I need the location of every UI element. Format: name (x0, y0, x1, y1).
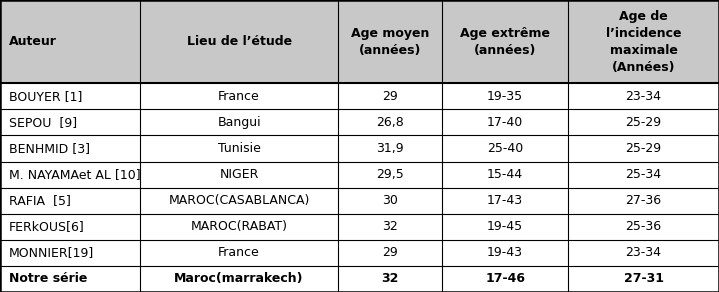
Text: 23-34: 23-34 (626, 246, 661, 259)
Text: 25-40: 25-40 (487, 142, 523, 155)
Text: FERkOUS[6]: FERkOUS[6] (9, 220, 84, 233)
Text: Age extrême
(années): Age extrême (années) (460, 27, 550, 57)
Text: 17-46: 17-46 (485, 272, 525, 286)
Text: NIGER: NIGER (219, 168, 259, 181)
Text: 25-29: 25-29 (626, 116, 661, 129)
Text: MAROC(RABAT): MAROC(RABAT) (191, 220, 288, 233)
Text: Bangui: Bangui (217, 116, 261, 129)
Text: Auteur: Auteur (9, 35, 57, 48)
Text: 19-45: 19-45 (487, 220, 523, 233)
Text: 27-36: 27-36 (626, 194, 661, 207)
Text: BOUYER [1]: BOUYER [1] (9, 90, 82, 103)
Text: MAROC(CASABLANCA): MAROC(CASABLANCA) (168, 194, 310, 207)
Text: Lieu de l’étude: Lieu de l’étude (186, 35, 292, 48)
Text: 29: 29 (383, 246, 398, 259)
Text: Notre série: Notre série (9, 272, 87, 286)
Text: 29: 29 (383, 90, 398, 103)
Text: MONNIER[19]: MONNIER[19] (9, 246, 94, 259)
Text: France: France (218, 246, 260, 259)
Text: 17-43: 17-43 (487, 194, 523, 207)
Text: France: France (218, 90, 260, 103)
Text: 19-35: 19-35 (487, 90, 523, 103)
Text: 25-29: 25-29 (626, 142, 661, 155)
Bar (0, 0, 719, 83)
Text: 29,5: 29,5 (376, 168, 404, 181)
Text: M. NAYAMAet AL [10]: M. NAYAMAet AL [10] (9, 168, 140, 181)
Text: 25-36: 25-36 (626, 220, 661, 233)
Text: 31,9: 31,9 (376, 142, 404, 155)
Text: SEPOU  [9]: SEPOU [9] (9, 116, 77, 129)
Text: Tunisie: Tunisie (218, 142, 260, 155)
Text: 27-31: 27-31 (623, 272, 664, 286)
Text: 15-44: 15-44 (487, 168, 523, 181)
Text: RAFIA  [5]: RAFIA [5] (9, 194, 70, 207)
Text: 32: 32 (381, 272, 399, 286)
Text: 26,8: 26,8 (376, 116, 404, 129)
Text: Age moyen
(années): Age moyen (années) (351, 27, 429, 57)
Text: Age de
l’incidence
maximale
(Années): Age de l’incidence maximale (Années) (605, 10, 682, 74)
Text: 23-34: 23-34 (626, 90, 661, 103)
Text: 25-34: 25-34 (626, 168, 661, 181)
Text: 19-43: 19-43 (487, 246, 523, 259)
Text: BENHMID [3]: BENHMID [3] (9, 142, 90, 155)
Text: 30: 30 (382, 194, 398, 207)
Text: Maroc(marrakech): Maroc(marrakech) (174, 272, 304, 286)
Text: 32: 32 (383, 220, 398, 233)
Text: 17-40: 17-40 (487, 116, 523, 129)
